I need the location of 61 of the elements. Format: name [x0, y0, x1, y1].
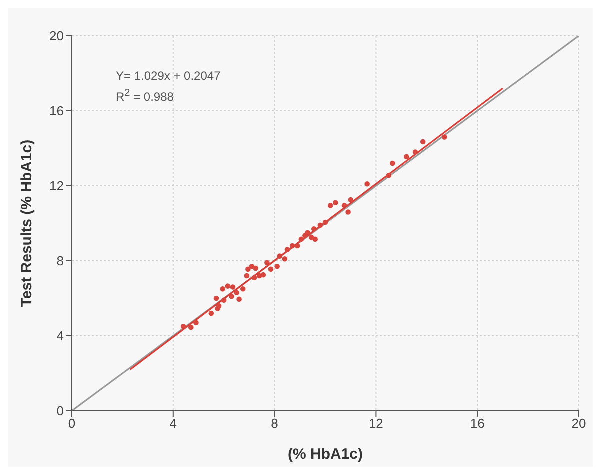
point: [390, 160, 396, 166]
point: [229, 294, 234, 300]
point: [386, 173, 392, 178]
point: [311, 226, 317, 232]
point: [277, 254, 283, 259]
point: [194, 320, 199, 326]
point: [225, 284, 231, 289]
point: [214, 296, 220, 302]
point: [246, 266, 251, 272]
x-axis-title: (% HbA1c): [288, 446, 364, 463]
point: [252, 275, 258, 281]
x-tick-label: 8: [271, 416, 278, 432]
point: [442, 134, 448, 140]
point: [230, 284, 236, 290]
point: [274, 264, 280, 270]
point: [290, 243, 296, 249]
point: [236, 296, 242, 302]
point: [260, 272, 266, 278]
x-tick-label: 12: [368, 416, 384, 432]
point: [294, 243, 300, 249]
point: [346, 210, 351, 215]
point: [180, 324, 186, 330]
x-tick-label: 4: [170, 416, 178, 432]
point: [404, 154, 410, 160]
y-tick-label: 0: [56, 404, 64, 419]
x-tick-label: 0: [68, 416, 76, 432]
point: [268, 266, 274, 272]
point: [305, 230, 310, 236]
point: [342, 203, 348, 208]
y-axis-title: Test Results (% HbA1c): [18, 140, 36, 308]
point: [412, 150, 418, 155]
annotation: R$^{2}$ = 0.988: [116, 87, 175, 106]
x-tick-label: 16: [470, 416, 485, 432]
point: [234, 290, 240, 296]
point: [298, 236, 304, 242]
y-tick-label: 12: [50, 178, 64, 194]
point: [188, 324, 194, 330]
point: [328, 203, 334, 208]
point: [332, 200, 338, 206]
annotation: Y= 1.029x + 0.2047: [116, 68, 221, 85]
point: [318, 222, 324, 228]
point: [221, 298, 227, 304]
x-tick-label: 20: [572, 416, 586, 432]
y-tick-label: 16: [50, 104, 64, 119]
point: [253, 266, 258, 272]
point: [216, 303, 222, 309]
point: [244, 273, 250, 279]
point: [322, 220, 328, 226]
y-tick-label: 20: [50, 28, 64, 44]
point: [284, 247, 290, 252]
point: [264, 260, 270, 266]
y-tick-label: 4: [56, 328, 64, 344]
point: [220, 286, 226, 292]
y-tick-label: 8: [56, 254, 64, 269]
point: [364, 181, 370, 187]
point: [240, 286, 246, 292]
point: [282, 256, 288, 262]
point: [348, 197, 354, 203]
point: [208, 310, 214, 316]
point: [420, 139, 426, 145]
point: [312, 236, 318, 242]
